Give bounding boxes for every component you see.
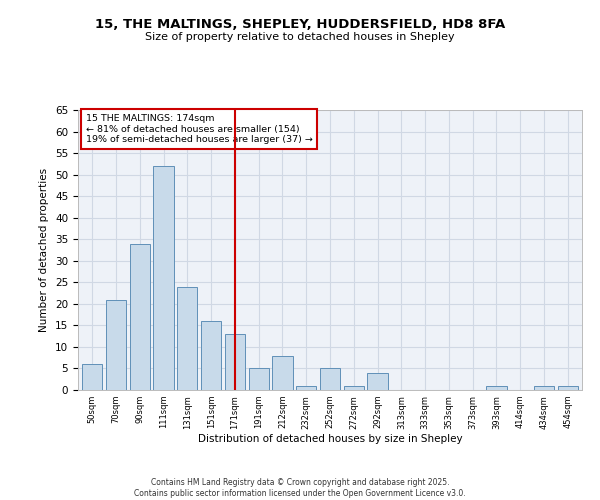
Bar [225, 334, 245, 390]
Text: 15 THE MALTINGS: 174sqm
← 81% of detached houses are smaller (154)
19% of semi-d: 15 THE MALTINGS: 174sqm ← 81% of detache… [86, 114, 313, 144]
Bar [320, 368, 340, 390]
Bar [106, 300, 126, 390]
Bar [534, 386, 554, 390]
Bar [557, 386, 578, 390]
Bar [296, 386, 316, 390]
Bar [82, 364, 103, 390]
Bar [344, 386, 364, 390]
Text: Contains HM Land Registry data © Crown copyright and database right 2025.
Contai: Contains HM Land Registry data © Crown c… [134, 478, 466, 498]
Y-axis label: Number of detached properties: Number of detached properties [40, 168, 49, 332]
Text: Size of property relative to detached houses in Shepley: Size of property relative to detached ho… [145, 32, 455, 42]
Bar [177, 286, 197, 390]
Bar [272, 356, 293, 390]
Bar [201, 321, 221, 390]
Bar [367, 373, 388, 390]
Bar [248, 368, 269, 390]
Bar [130, 244, 150, 390]
Bar [487, 386, 506, 390]
X-axis label: Distribution of detached houses by size in Shepley: Distribution of detached houses by size … [197, 434, 463, 444]
Text: 15, THE MALTINGS, SHEPLEY, HUDDERSFIELD, HD8 8FA: 15, THE MALTINGS, SHEPLEY, HUDDERSFIELD,… [95, 18, 505, 30]
Bar [154, 166, 173, 390]
